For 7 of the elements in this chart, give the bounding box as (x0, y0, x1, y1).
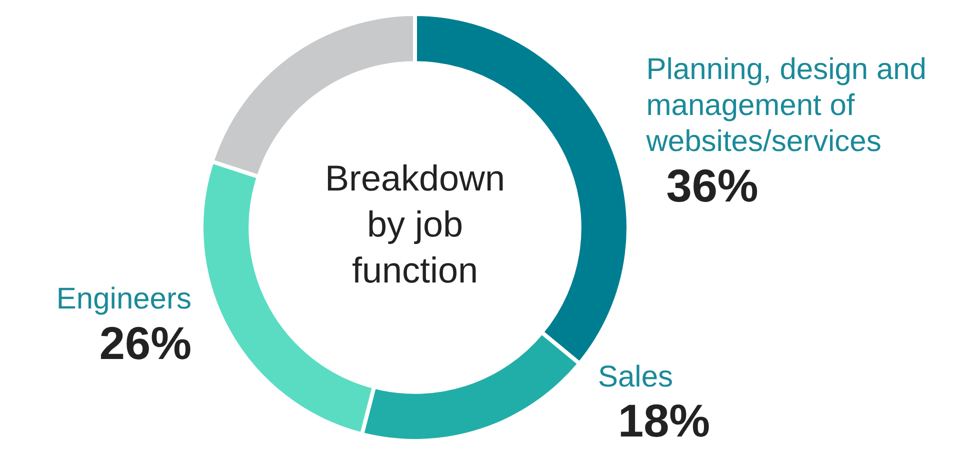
text: Breakdown by job function (324, 157, 506, 290)
slice-label: Engineers (56, 282, 192, 316)
data-label: 36% (666, 159, 758, 212)
data-label: 18% (618, 394, 710, 447)
data-label: 26% (99, 317, 192, 370)
slice-label: Sales (598, 360, 674, 394)
slice-label: Planning, design and management of websites/services (645, 52, 927, 158)
